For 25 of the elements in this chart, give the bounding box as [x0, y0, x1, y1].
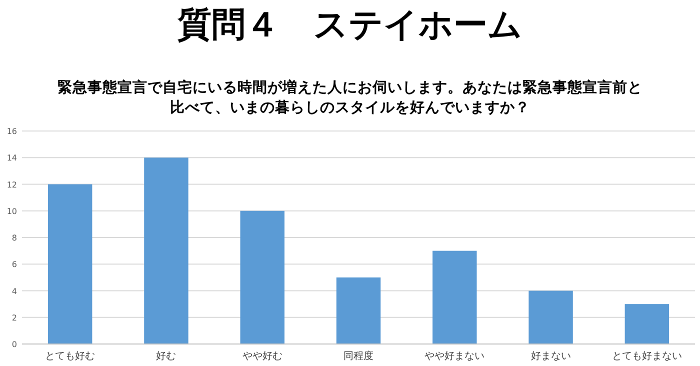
bar: [336, 277, 381, 344]
chart-title: 質問４ ステイホーム: [176, 4, 524, 47]
bar: [624, 304, 670, 344]
bar: [48, 184, 92, 344]
x-tick-label: 同程度: [344, 350, 374, 362]
y-tick-label: 14: [6, 154, 17, 163]
y-tick-label: 12: [6, 180, 17, 190]
y-tick-label: 2: [12, 313, 17, 322]
x-tick-label: とても好まない: [612, 351, 682, 362]
y-tick-label: 6: [12, 260, 17, 270]
y-tick-label: 4: [12, 286, 17, 296]
bar: [144, 158, 188, 344]
bar: [528, 290, 573, 344]
y-tick-label: 10: [6, 206, 17, 216]
bar: [240, 210, 284, 344]
x-tick-label: 好む: [156, 351, 176, 362]
y-tick-label: 0: [12, 340, 17, 349]
y-tick-label: 8: [12, 234, 17, 242]
x-tick-label: やや好まない: [424, 351, 485, 362]
bar: [432, 250, 477, 344]
x-tick-label: 好まない: [530, 351, 571, 362]
y-tick-label: 16: [6, 127, 17, 136]
x-tick-label: やや好む: [242, 351, 282, 362]
chart-subtitle: 緊急事態宣言で自宅にいる時間が増えた人にお伺いします。あなたは緊急事態宣言前と比べて、いまの暮らしのスタイルを好んでいますか？: [56, 78, 644, 118]
x-tick-label: とても好む: [45, 351, 96, 362]
